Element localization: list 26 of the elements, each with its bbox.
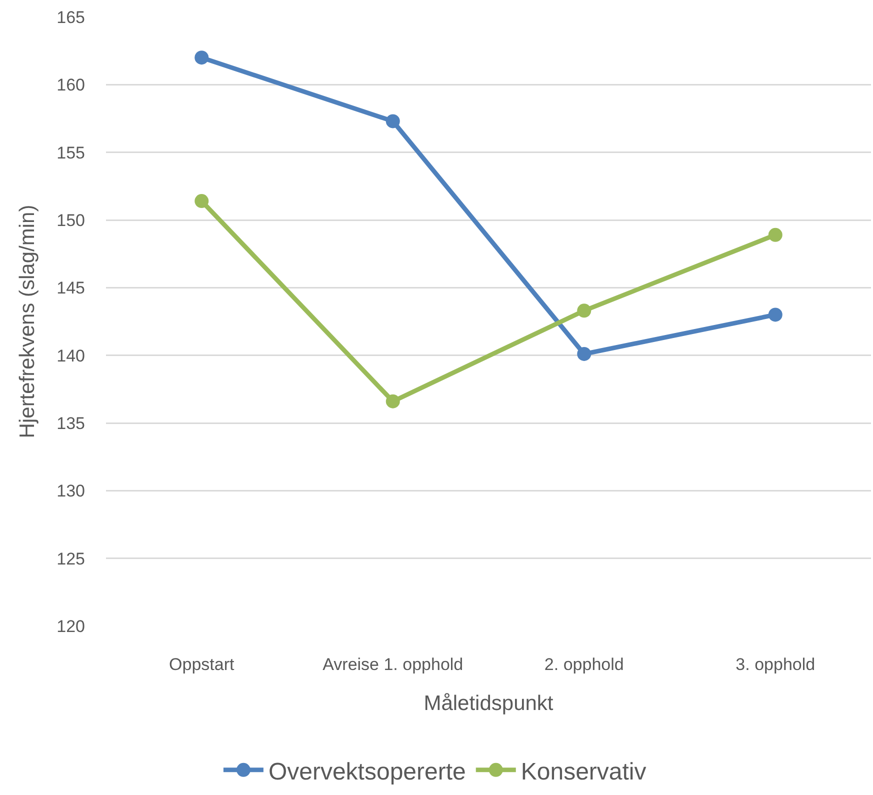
point [386,394,400,408]
legend-label: Overvektsopererte [268,758,466,786]
y-tick-label: 125 [56,549,85,568]
point [768,228,782,242]
y-tick-label: 140 [56,346,85,366]
x-tick-label: Oppstart [169,655,234,674]
point [577,304,592,318]
y-tick-label: 130 [56,482,85,501]
y-tick-label: 155 [56,143,85,162]
point [577,346,592,361]
point [386,114,400,128]
x-axis-title: Måletidspunkt [424,692,554,716]
x-tick-label: 3. opphold [736,655,816,674]
x-tick-label: 2. opphold [544,655,624,674]
y-axis-title: Hjertefrekvens (slag/min) [16,204,39,438]
x-tick-label: Avreise 1. opphold [322,655,464,674]
y-tick-label: 120 [56,616,85,636]
y-tick-label: 135 [56,414,85,433]
point [194,50,209,65]
y-tick-label: 160 [56,76,85,95]
point [194,194,209,208]
y-tick-label: 165 [56,8,85,27]
legend-label: Konservativ [520,758,646,786]
y-tick-label: 150 [56,210,85,230]
point [768,308,782,322]
y-tick-label: 145 [56,278,85,298]
